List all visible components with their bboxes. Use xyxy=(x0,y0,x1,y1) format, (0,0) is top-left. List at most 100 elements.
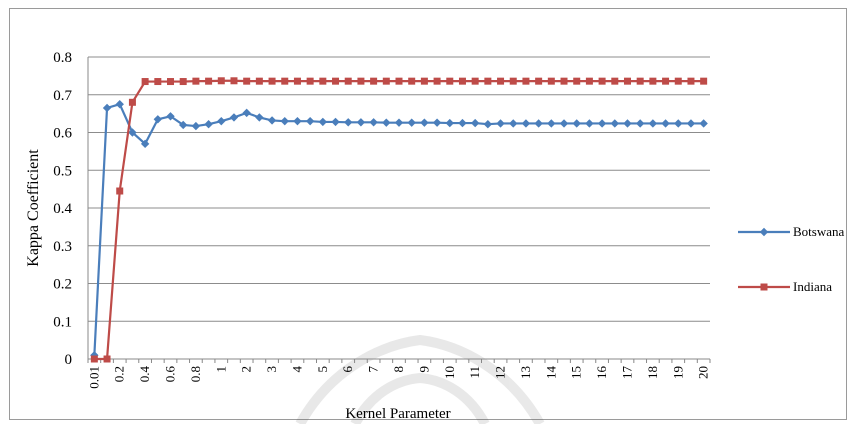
x-tick-label: 1 xyxy=(213,366,228,373)
data-point xyxy=(547,77,555,85)
data-point xyxy=(267,116,277,125)
data-point xyxy=(141,78,149,86)
gridlines xyxy=(87,56,710,360)
x-tick-label: 20 xyxy=(696,366,711,379)
x-tick-label: 5 xyxy=(315,366,330,373)
data-point xyxy=(535,77,543,85)
data-point xyxy=(243,77,251,85)
data-point xyxy=(674,77,682,85)
data-point xyxy=(153,115,163,124)
data-point xyxy=(674,119,683,128)
data-point xyxy=(90,355,98,363)
data-point xyxy=(382,77,390,85)
data-point xyxy=(521,119,531,128)
data-point xyxy=(280,116,289,126)
watermark xyxy=(295,334,545,424)
data-point xyxy=(699,119,708,128)
x-tick-label: 7 xyxy=(366,366,381,373)
x-axis-label: Kernel Parameter xyxy=(345,406,450,422)
data-point xyxy=(179,78,187,86)
data-point xyxy=(407,118,416,127)
data-point xyxy=(167,78,175,86)
data-point xyxy=(433,77,441,85)
data-point xyxy=(458,118,467,128)
data-point xyxy=(217,77,225,85)
data-point xyxy=(229,113,239,122)
data-point xyxy=(331,117,340,127)
data-point xyxy=(446,77,454,85)
x-tick-label: 0.2 xyxy=(112,366,127,382)
data-point xyxy=(103,355,111,363)
x-tick-label: 0.4 xyxy=(137,366,152,383)
data-point xyxy=(128,128,137,137)
series-line-botswana xyxy=(93,102,704,356)
data-point xyxy=(509,77,517,85)
chart-frame xyxy=(9,8,847,420)
data-point xyxy=(408,77,416,85)
data-point xyxy=(205,77,213,85)
data-point xyxy=(357,77,365,85)
legend-label: Indiana xyxy=(793,279,832,294)
data-point xyxy=(154,78,162,86)
data-point xyxy=(573,77,581,85)
y-tick-label: 0.7 xyxy=(53,88,72,104)
x-tick-label: 12 xyxy=(493,366,508,379)
x-tick-label: 19 xyxy=(670,366,685,379)
legend-marker xyxy=(760,283,768,291)
y-tick-label: 0.2 xyxy=(53,277,72,293)
x-tick-label: 0.01 xyxy=(86,366,101,389)
data-point xyxy=(191,121,201,131)
data-point xyxy=(394,118,404,127)
data-point xyxy=(281,77,289,85)
data-point xyxy=(649,77,657,85)
y-tick-label: 0.5 xyxy=(53,163,72,179)
y-tick-label: 0.6 xyxy=(53,126,72,142)
data-point xyxy=(700,77,708,85)
y-tick-label: 0.8 xyxy=(53,50,72,66)
data-point xyxy=(230,77,238,85)
data-point xyxy=(242,108,251,118)
data-point xyxy=(293,116,302,126)
x-tick-label: 0.8 xyxy=(188,366,203,382)
y-axis-label: Kappa Coefficient xyxy=(25,149,42,267)
data-point xyxy=(140,139,150,149)
x-tick-label: 6 xyxy=(340,366,355,373)
data-point xyxy=(432,118,442,127)
data-point xyxy=(585,119,594,128)
data-point xyxy=(662,77,670,85)
data-point xyxy=(116,187,124,195)
data-point xyxy=(318,117,328,127)
y-tick-label: 0.1 xyxy=(53,314,72,330)
data-point xyxy=(597,119,607,128)
data-point xyxy=(623,77,631,85)
y-tick-label: 0 xyxy=(65,352,73,368)
data-point xyxy=(255,113,264,122)
data-point xyxy=(522,77,530,85)
data-point xyxy=(192,77,200,85)
data-point xyxy=(382,118,391,127)
data-point xyxy=(344,77,352,85)
legend-marker xyxy=(759,227,769,237)
x-tick-label: 9 xyxy=(416,366,431,373)
y-tick-label: 0.3 xyxy=(53,239,72,255)
x-tick-label: 10 xyxy=(442,366,457,379)
data-point xyxy=(598,77,606,85)
data-point xyxy=(509,119,518,128)
data-point xyxy=(496,119,505,128)
data-point xyxy=(585,77,593,85)
x-tick-label: 4 xyxy=(289,366,304,373)
data-point xyxy=(610,119,619,128)
data-point xyxy=(547,119,556,128)
x-tick-labels: 0.01 0.2 0.4 0.6 0.8 1 2 3 4 5 6 7 8 9 10 11 12 13 14 15 16 1… xyxy=(86,359,711,389)
data-point xyxy=(470,118,480,128)
data-point xyxy=(471,77,479,85)
data-point xyxy=(293,77,301,85)
x-tick-label: 16 xyxy=(594,366,609,380)
data-point xyxy=(217,116,226,126)
data-point xyxy=(166,112,175,121)
legend: Botswana Indiana xyxy=(738,224,845,294)
x-tick-label: 3 xyxy=(264,366,279,373)
data-point xyxy=(572,119,581,128)
x-tick-label: 18 xyxy=(645,366,660,379)
data-point xyxy=(306,77,314,85)
